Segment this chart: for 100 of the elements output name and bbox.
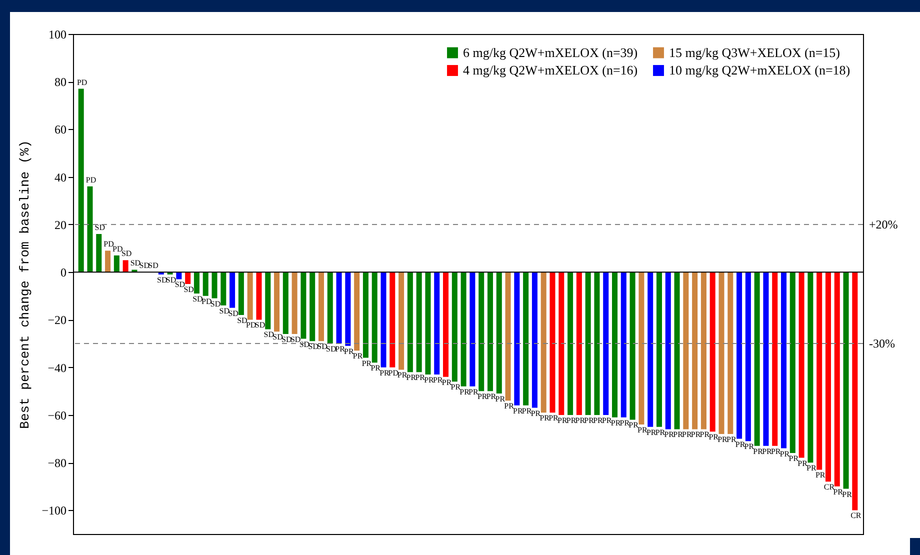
data-label: PD: [76, 78, 88, 87]
data-label: PR: [726, 435, 737, 444]
data-label: PR: [344, 346, 354, 356]
data-label: PR: [593, 416, 604, 425]
data-label: SD: [219, 306, 230, 316]
y-tick-label: −100: [42, 504, 66, 518]
data-label: PD: [246, 320, 256, 330]
data-label: PR: [770, 446, 782, 456]
data-label: PR: [638, 425, 648, 434]
data-label: PR: [504, 402, 515, 411]
data-label: PD: [388, 368, 399, 378]
data-label: PR: [486, 392, 497, 402]
data-label: SD: [210, 299, 221, 308]
data-label: PR: [700, 430, 710, 440]
data-label: PR: [842, 490, 853, 499]
data-label: PR: [584, 416, 595, 425]
data-label: PR: [424, 375, 435, 384]
data-label: PR: [744, 442, 755, 452]
data-label: PR: [655, 428, 666, 437]
y-axis-title: Best percent change from baseline (%): [18, 140, 33, 429]
data-label: PR: [415, 373, 426, 382]
data-label: PD: [112, 244, 124, 254]
data-label: SD: [317, 342, 328, 352]
legend-label: 6 mg/kg Q2W+mXELOX (n=39): [463, 44, 638, 60]
data-label: SD: [148, 261, 159, 270]
data-label: SD: [272, 332, 284, 342]
data-label: PR: [380, 368, 390, 378]
data-label: PR: [397, 370, 408, 380]
data-label: PR: [815, 470, 826, 480]
data-label: PR: [628, 420, 640, 430]
data-label: PR: [718, 435, 728, 444]
data-label: PR: [646, 428, 657, 437]
y-tick-label: 40: [54, 170, 66, 184]
y-tick-label: −20: [48, 313, 66, 328]
data-label: SD: [121, 249, 132, 258]
data-label: PR: [450, 382, 462, 392]
data-label: PR: [530, 408, 542, 418]
y-tick-label: 80: [54, 75, 66, 90]
data-label: PR: [406, 373, 417, 382]
data-label: PR: [780, 449, 790, 458]
data-label: PR: [442, 378, 452, 387]
data-label: PR: [673, 430, 684, 440]
data-label: PR: [522, 406, 532, 416]
data-label: SD: [290, 335, 301, 344]
data-label: PR: [806, 464, 817, 473]
y-tick-label: 60: [54, 122, 66, 137]
data-label: PR: [602, 416, 612, 425]
data-label: CR: [824, 482, 836, 492]
y-tick-label: 100: [48, 28, 66, 42]
y-tick-label: 20: [54, 218, 66, 232]
data-label: PR: [557, 416, 568, 425]
data-label: PR: [540, 414, 550, 423]
data-label: PR: [575, 416, 586, 425]
data-label: SD: [326, 344, 336, 354]
data-label: SD: [237, 316, 248, 325]
data-label: PR: [477, 392, 488, 402]
data-label: SD: [166, 275, 176, 284]
data-label: PR: [460, 387, 470, 396]
data-label: SD: [184, 285, 194, 294]
data-label: PR: [735, 440, 746, 449]
data-label: PR: [610, 418, 622, 428]
legend-label: 15 mg/kg Q3W+XELOX (n=15): [669, 44, 840, 60]
data-label: PR: [708, 432, 720, 442]
data-label: PR: [352, 352, 364, 361]
ref-line-label: +20%: [869, 217, 898, 232]
data-label: SD: [228, 308, 239, 318]
data-label: PR: [664, 430, 675, 440]
data-label: SD: [157, 275, 168, 284]
legend-label: 4 mg/kg Q2W+mXELOX (n=16): [463, 62, 638, 78]
data-label: PR: [682, 430, 692, 440]
data-label: SD: [254, 320, 266, 330]
data-label: PR: [513, 406, 524, 416]
data-label: PD: [86, 175, 96, 184]
data-label: PR: [788, 454, 800, 464]
y-tick-label: 0: [60, 266, 66, 280]
y-tick-label: −80: [48, 456, 66, 470]
data-label: CR: [850, 511, 862, 520]
data-label: PD: [104, 240, 114, 249]
data-label: SD: [174, 280, 186, 290]
data-label: PD: [202, 296, 212, 306]
data-label: SD: [308, 342, 319, 352]
data-label: PR: [432, 375, 444, 384]
data-label: PR: [620, 418, 630, 428]
y-tick-label: −40: [48, 360, 66, 375]
y-tick-label: −60: [48, 408, 66, 422]
ref-line-label: -30%: [869, 336, 895, 351]
data-label: PR: [362, 358, 372, 368]
data-label: PR: [495, 394, 506, 404]
data-label: PR: [798, 458, 808, 468]
data-label: PR: [370, 364, 382, 373]
data-label: PR: [833, 487, 844, 496]
legend-label: 10 mg/kg Q2W+mXELOX (n=18): [669, 62, 850, 78]
data-label: PR: [468, 387, 479, 396]
data-label: SD: [264, 330, 274, 340]
data-label: SD: [282, 335, 292, 344]
data-label: PR: [753, 446, 764, 456]
data-label: SD: [94, 223, 106, 232]
data-label: PR: [762, 446, 773, 456]
data-label: PR: [566, 416, 577, 425]
data-label: SD: [130, 258, 141, 268]
